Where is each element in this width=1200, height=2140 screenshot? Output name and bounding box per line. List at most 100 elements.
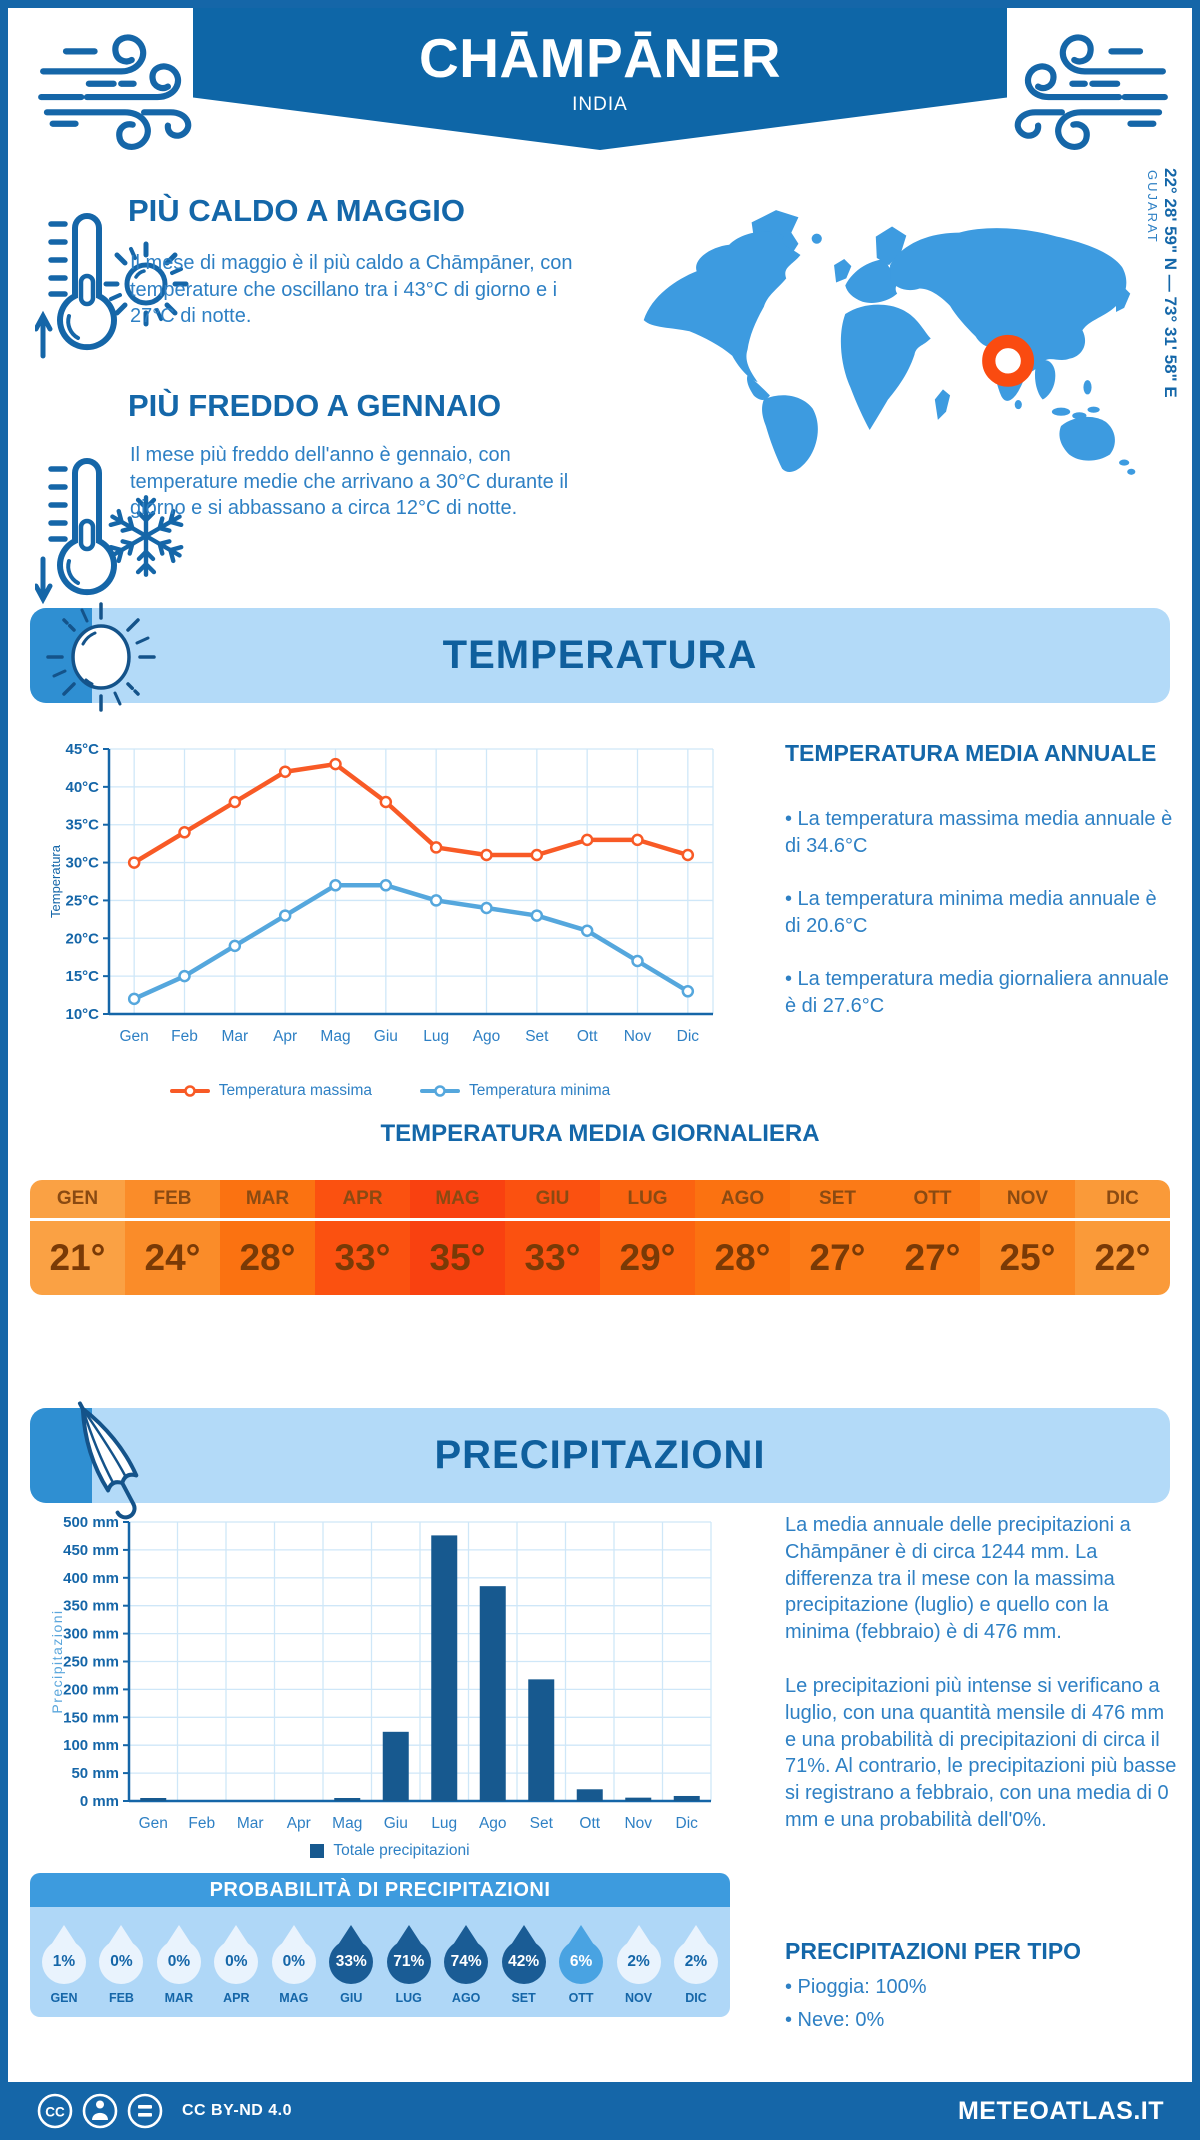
y-tick-label: 100 mm [63, 1737, 119, 1754]
droplet-icon: 2% [673, 1940, 718, 1984]
bar [673, 1795, 700, 1801]
annual-temperature-title: TEMPERATURA MEDIA ANNUALE [785, 740, 1157, 766]
droplet-icon: 74% [444, 1940, 489, 1984]
wind-icon [1014, 34, 1168, 150]
month-label: OTT [885, 1180, 980, 1221]
probability-value: 33% [335, 1953, 367, 1970]
y-tick-label: 250 mm [63, 1654, 119, 1671]
droplet-month-label: GEN [50, 1991, 78, 2005]
precipitation-probability-panel: PROBABILITÀ DI PRECIPITAZIONI 1% GEN 0% FEB… [30, 1873, 730, 2017]
month-label: SET [790, 1180, 885, 1221]
probability-value: 74% [450, 1953, 482, 1970]
temperature-table: GEN 21° FEB 24° MAR 28° APR 33° MAG 35° GIU 33° LUG 2… [30, 1180, 1170, 1295]
site-name: METEOATLAS.IT [957, 2096, 1164, 2125]
y-tick-label: 40°C [65, 779, 99, 796]
per-type-bullets: • Pioggia: 100% • Neve: 0% [785, 1974, 1177, 2039]
temperature-banner-title: TEMPERATURA [442, 633, 758, 677]
droplet-item: 0% MAG [268, 1923, 320, 2005]
data-point [631, 954, 644, 968]
droplet-item: 0% MAR [153, 1923, 205, 2005]
x-tick-label: Nov [624, 1815, 652, 1832]
droplet-item: 1% GEN [38, 1923, 90, 2005]
droplet-month-label: FEB [108, 1991, 134, 2005]
page-title: CHĀMPĀNER [419, 27, 781, 89]
svg-text:CC: CC [45, 2105, 65, 2120]
month-label: NOV [980, 1180, 1075, 1221]
month-temperature: 24° [144, 1237, 201, 1278]
month-label: LUG [600, 1180, 695, 1221]
droplet-item: 2% DIC [670, 1923, 722, 2005]
y-tick-label: 350 mm [63, 1598, 119, 1615]
data-point [480, 848, 493, 862]
probability-value: 0% [110, 1953, 133, 1970]
bullet-item: • La temperatura massima media annuale è… [785, 808, 1173, 857]
x-tick-label: Gen [120, 1028, 149, 1045]
droplet-month-label: DIC [685, 1991, 707, 2005]
x-tick-label: Dic [677, 1028, 700, 1045]
sun-banner-icon [46, 602, 156, 712]
data-point [228, 795, 242, 809]
thermometer-cold-icon [35, 458, 117, 605]
region-text: GUJARAT [1145, 170, 1160, 244]
y-axis-title: Precipitazioni [49, 1609, 65, 1713]
droplet-item: 0% APR [210, 1923, 262, 2005]
droplet-item: 0% FEB [95, 1923, 147, 2005]
droplet-icon: 0% [214, 1940, 259, 1984]
legend-label: Temperatura minima [469, 1082, 611, 1099]
data-point [681, 848, 695, 862]
hot-section-title: PIÙ CALDO A MAGGIO [128, 193, 465, 228]
x-tick-label: Mag [332, 1815, 362, 1832]
thermometer-hot-icon [35, 213, 117, 359]
probability-droplets: 1% GEN 0% FEB 0% MAR 0% APR 0% MAG 33% GIU 71% LUG 74%… [30, 1907, 730, 2017]
annual-temperature-bullets: • La temperatura massima media annuale è… [785, 806, 1177, 1047]
bar [431, 1535, 458, 1801]
footer-bar: CC CC BY-ND 4.0 METEOATLAS.IT [0, 2082, 1200, 2140]
month-column: FEB 24° [125, 1180, 220, 1295]
data-point [429, 894, 443, 907]
sun-icon [103, 241, 189, 327]
precipitation-banner-title: PRECIPITAZIONI [434, 1433, 766, 1477]
data-point [530, 848, 544, 862]
data-point [127, 856, 141, 869]
droplet-icon: 71% [386, 1940, 431, 1984]
droplet-item: 2% NOV [613, 1923, 665, 2005]
x-tick-label: Ott [577, 1028, 598, 1045]
daily-temperature-title: TEMPERATURA MEDIA GIORNALIERA [380, 1120, 820, 1147]
data-point [329, 879, 342, 892]
x-tick-label: Set [525, 1028, 549, 1045]
title-banner: CHĀMPĀNER INDIA [193, 8, 1007, 150]
data-point [379, 879, 393, 892]
probability-value: 1% [52, 1953, 76, 1970]
probability-value: 42% [508, 1953, 540, 1970]
data-point [228, 939, 242, 953]
month-label: MAR [220, 1180, 315, 1221]
hot-section-text: Il mese di maggio è il più caldo a Chāmp… [130, 252, 573, 328]
x-tick-label: Ago [479, 1815, 507, 1832]
probability-value: 71% [393, 1953, 425, 1970]
x-tick-label: Giu [374, 1028, 398, 1045]
x-tick-label: Ott [579, 1815, 600, 1832]
page-subtitle: INDIA [572, 94, 628, 115]
coordinates-text: 22° 28' 59" N — 73° 31' 58" E [1161, 168, 1180, 398]
droplet-month-label: SET [511, 1991, 536, 2005]
y-tick-label: 400 mm [63, 1570, 119, 1587]
y-tick-label: 25°C [65, 892, 99, 909]
y-tick-label: 50 mm [71, 1765, 119, 1782]
droplet-month-label: AGO [451, 1991, 481, 2005]
data-point [631, 833, 644, 847]
probability-value: 6% [569, 1953, 593, 1970]
legend-item: Temperatura minima [420, 1082, 610, 1100]
data-point [480, 901, 493, 915]
month-column: MAG 35° [410, 1180, 505, 1295]
data-point [127, 992, 141, 1006]
snowflake-icon [108, 495, 184, 577]
month-temperature: 33° [334, 1237, 391, 1278]
droplet-icon: 2% [616, 1940, 661, 1984]
series-line [131, 883, 691, 1002]
droplet-icon: 42% [501, 1940, 546, 1984]
month-column: OTT 27° [885, 1180, 980, 1295]
x-tick-label: Lug [431, 1815, 457, 1832]
x-tick-label: Ago [473, 1028, 501, 1045]
y-tick-label: 35°C [65, 817, 99, 834]
